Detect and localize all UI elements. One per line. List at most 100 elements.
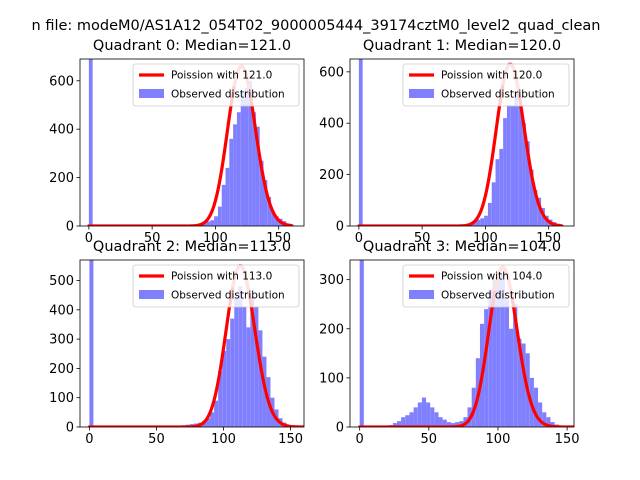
histogram-bar xyxy=(513,304,518,427)
quadrant-3-plot: 0 50 100 150 0 100 200 300 Quadrant 3: Median=10… xyxy=(319,239,579,447)
histogram-bar xyxy=(522,123,526,226)
x-tick-label: 0 xyxy=(85,231,93,246)
x-tick-label: 50 xyxy=(144,231,161,246)
histogram-bar xyxy=(484,215,488,226)
legend-label: Poission with 121.0 xyxy=(171,70,272,82)
histogram-bar xyxy=(488,289,493,427)
histogram-bar xyxy=(359,260,364,427)
x-tick-label: 150 xyxy=(278,432,303,447)
y-tick-label: 100 xyxy=(49,391,74,406)
histogram-bar xyxy=(521,343,526,427)
histogram-bar xyxy=(500,274,505,427)
axes-title: Quadrant 0: Median=121.0 xyxy=(93,38,291,54)
histogram-bar xyxy=(409,412,414,427)
y-tick-label: 600 xyxy=(49,74,74,89)
axes-frame xyxy=(79,259,305,428)
histogram-bar xyxy=(271,211,275,226)
legend xyxy=(402,264,570,308)
x-tick-label: 150 xyxy=(266,231,291,246)
legend-label: Poission with 120.0 xyxy=(441,70,542,82)
histogram-bar xyxy=(236,112,241,226)
histogram-bar xyxy=(222,350,227,427)
quadrant-2-plot: 0 50 100 150 0 100 200 300 400 500 Quadrant 2: Med… xyxy=(49,239,305,447)
histogram-bar xyxy=(392,423,398,427)
y-tick-label: 300 xyxy=(49,333,74,348)
histogram-bar xyxy=(421,397,427,427)
y-tick-label: 200 xyxy=(49,362,74,377)
histogram-bar xyxy=(476,219,481,226)
axes-title: Quadrant 1: Median=120.0 xyxy=(363,38,561,54)
histogram-bar xyxy=(214,216,218,226)
histogram-bar xyxy=(546,417,551,427)
quadrant-1-plot: 0 50 100 150 0 200 400 600 Quadrant 1: Median=12… xyxy=(319,38,575,246)
x-tick-label: 50 xyxy=(148,432,165,447)
legend-label: Poission with 113.0 xyxy=(171,271,272,283)
y-tick-label: 0 xyxy=(66,220,74,235)
histogram-bar xyxy=(274,216,279,226)
histogram-bar xyxy=(230,318,235,427)
histogram-bar xyxy=(225,167,230,226)
x-tick-label: 100 xyxy=(203,231,228,246)
histogram-bar xyxy=(263,180,268,226)
y-tick-label: 100 xyxy=(319,371,344,386)
histogram-bar xyxy=(240,92,245,226)
histogram-bar xyxy=(206,418,211,427)
plot-area xyxy=(87,260,304,427)
y-tick-label: 600 xyxy=(319,65,344,80)
y-tick-label: 200 xyxy=(49,171,74,186)
y-tick-label: 0 xyxy=(336,220,344,235)
histogram-bar xyxy=(217,206,222,226)
histogram-bar xyxy=(529,169,534,226)
histogram-bar xyxy=(358,59,363,226)
legend-patch-swatch xyxy=(409,290,434,299)
legend-label: Observed distribution xyxy=(171,290,285,302)
legend-label: Poission with 104.0 xyxy=(441,271,542,283)
axes-title: Quadrant 2: Median=113.0 xyxy=(93,239,291,255)
legend xyxy=(132,264,300,308)
histogram-bar xyxy=(517,338,522,427)
x-tick-label: 100 xyxy=(211,432,236,447)
histogram-bar xyxy=(455,422,460,427)
axes-frame xyxy=(349,259,575,428)
legend-label: Observed distribution xyxy=(441,89,555,101)
y-tick-label: 400 xyxy=(49,303,74,318)
axes-title: Quadrant 3: Median=104.0 xyxy=(363,239,561,255)
histogram-bar xyxy=(397,421,402,427)
histogram-bar xyxy=(233,124,237,226)
histogram-bar xyxy=(525,141,530,226)
y-tick-label: 200 xyxy=(319,168,344,183)
histogram-bar xyxy=(238,286,243,427)
histogram-bar xyxy=(450,423,456,427)
histogram-bar xyxy=(537,197,542,226)
histogram-bar xyxy=(401,417,406,427)
histogram-bar xyxy=(210,412,215,427)
histogram-bar xyxy=(434,412,439,427)
histogram-bar xyxy=(533,190,538,226)
histogram-bar xyxy=(246,327,251,427)
histogram-bar xyxy=(252,112,256,226)
y-tick-label: 200 xyxy=(319,322,344,337)
figure-suptitle: n file: modeM0/AS1A12_054T02_9000005444_… xyxy=(32,18,601,34)
axes-frame xyxy=(79,58,305,227)
axes-frame xyxy=(349,58,575,227)
histogram-bar xyxy=(244,88,249,226)
legend xyxy=(402,63,570,107)
histogram-bar xyxy=(492,279,497,427)
histogram-bar xyxy=(426,402,431,427)
histogram-bar xyxy=(503,118,507,226)
quadrant-0-plot: 0 50 100 150 0 200 400 600 Quadrant 0: Median=12… xyxy=(49,38,305,246)
histogram-bar xyxy=(413,407,418,427)
x-tick-label: 150 xyxy=(536,231,561,246)
histogram-bar xyxy=(542,412,547,427)
histogram-bar xyxy=(248,80,253,226)
y-tick-label: 300 xyxy=(319,273,344,288)
histogram-bar xyxy=(446,422,451,427)
x-tick-label: 100 xyxy=(486,432,511,447)
histogram-bar xyxy=(510,105,515,226)
y-tick-label: 0 xyxy=(66,421,74,436)
histogram-bar xyxy=(550,422,555,427)
legend-patch-swatch xyxy=(409,89,434,98)
histogram-bar xyxy=(229,138,234,226)
histogram-bar xyxy=(487,202,492,226)
